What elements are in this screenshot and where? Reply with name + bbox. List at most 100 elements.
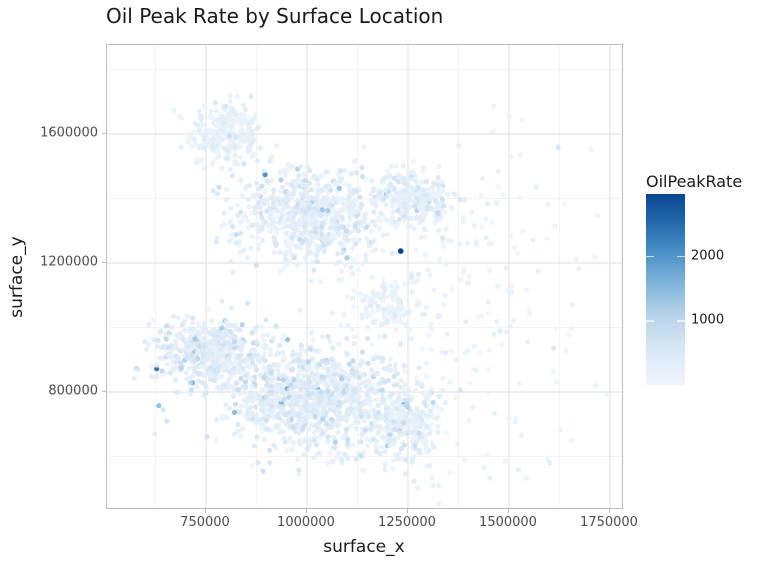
data-point (188, 336, 194, 342)
data-point (566, 332, 572, 338)
data-point (383, 366, 389, 372)
data-point (402, 391, 408, 397)
data-point (435, 183, 441, 189)
data-point (447, 379, 453, 385)
data-point (439, 406, 445, 413)
data-point (360, 173, 366, 179)
data-point (337, 400, 343, 406)
data-point (327, 381, 333, 387)
data-point (259, 324, 265, 330)
data-point (392, 312, 398, 318)
data-point (212, 377, 218, 383)
data-point (261, 365, 267, 371)
data-point (485, 366, 491, 372)
data-point (190, 315, 196, 321)
data-point (442, 209, 448, 215)
x-axis-label: surface_x (323, 537, 405, 557)
data-point (336, 341, 342, 347)
data-point (269, 377, 275, 383)
data-point (423, 178, 429, 184)
data-point (494, 283, 501, 289)
data-point (358, 291, 364, 297)
data-point (207, 330, 213, 336)
data-point (405, 435, 411, 441)
data-point (269, 427, 275, 433)
data-point (456, 142, 462, 148)
data-point (196, 333, 202, 339)
data-point (197, 124, 204, 130)
data-point (260, 387, 266, 393)
data-point (295, 424, 301, 430)
data-point (198, 157, 204, 163)
data-point (310, 337, 316, 343)
data-point (401, 180, 407, 186)
data-point (361, 144, 367, 150)
data-point (285, 223, 291, 229)
data-point (168, 342, 174, 349)
data-point (444, 331, 450, 337)
data-point (391, 419, 397, 425)
data-point (320, 416, 326, 422)
data-point (228, 328, 234, 335)
data-point (349, 192, 355, 198)
data-point (427, 272, 433, 278)
data-point (233, 355, 239, 361)
data-point (402, 321, 408, 327)
data-point (189, 143, 195, 149)
data-point (323, 202, 329, 208)
data-point (232, 370, 238, 376)
data-point (281, 265, 287, 271)
data-point (239, 192, 245, 199)
data-point (154, 362, 160, 368)
data-point (347, 406, 353, 412)
data-point (223, 155, 229, 161)
scatter-plot (107, 45, 622, 508)
data-point (364, 293, 370, 299)
data-point (305, 426, 311, 433)
data-point (443, 430, 449, 436)
data-point (352, 373, 358, 379)
data-point (296, 382, 302, 388)
data-point (229, 322, 235, 329)
data-point (287, 409, 293, 415)
data-point (254, 324, 260, 330)
data-point (479, 313, 485, 319)
data-point (191, 129, 198, 135)
data-point (308, 187, 314, 193)
data-point (142, 339, 148, 345)
data-point (604, 392, 610, 398)
data-point (164, 361, 170, 367)
data-point (391, 373, 397, 380)
data-point (383, 202, 389, 208)
data-point (414, 485, 421, 491)
data-point (262, 188, 268, 194)
data-point (416, 421, 422, 427)
data-point (385, 232, 391, 238)
data-point (332, 382, 338, 388)
data-point (267, 460, 273, 466)
data-point (221, 210, 227, 216)
data-point (410, 191, 416, 197)
data-point (387, 367, 393, 373)
data-point (295, 198, 301, 204)
data-point (301, 394, 307, 400)
data-point (408, 336, 414, 342)
data-point (497, 328, 503, 334)
data-point (576, 266, 582, 272)
data-point (350, 442, 356, 448)
data-point (370, 319, 376, 325)
data-point (233, 134, 239, 140)
colorbar (646, 194, 685, 385)
data-point (237, 391, 243, 397)
data-point (348, 170, 354, 177)
data-point (221, 120, 227, 126)
data-point (289, 367, 295, 373)
data-point (250, 139, 256, 145)
data-point (289, 352, 295, 358)
data-point (349, 369, 355, 375)
data-point (369, 228, 375, 234)
data-point (267, 347, 273, 353)
data-point (285, 204, 291, 210)
data-point (505, 458, 511, 464)
data-point (194, 160, 200, 166)
